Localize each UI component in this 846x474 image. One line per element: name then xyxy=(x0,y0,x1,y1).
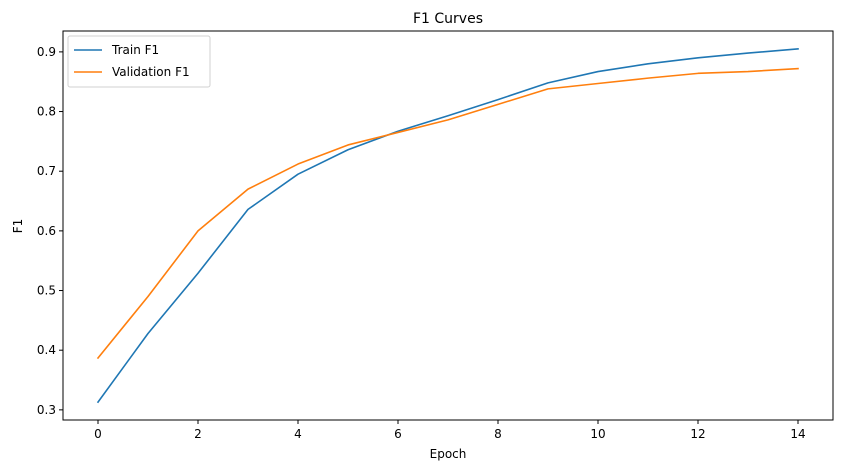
y-tick-label: 0.4 xyxy=(37,343,56,357)
plot-area xyxy=(62,30,834,421)
x-tick-label: 12 xyxy=(690,427,705,441)
series-line-train-f1 xyxy=(96,48,799,404)
y-tick-label: 0.5 xyxy=(37,284,56,298)
x-axis-label: Epoch xyxy=(430,447,467,461)
series-line-validation-f1 xyxy=(96,67,799,360)
plot-frame xyxy=(62,30,834,421)
legend-items: Train F1 Validation F1 xyxy=(74,43,190,79)
legend-label: Validation F1 xyxy=(112,65,190,79)
x-tick-label: 8 xyxy=(494,427,502,441)
legend-box xyxy=(67,35,211,88)
x-tick-label: 10 xyxy=(590,427,605,441)
y-tick-label: 0.3 xyxy=(37,403,56,417)
chart-title: F1 Curves xyxy=(413,11,483,27)
x-tick-label: 2 xyxy=(194,427,202,441)
y-axis-label: F1 xyxy=(11,219,25,234)
y-axis-ticks: 0.3 0.4 0.5 0.6 0.7 0.8 0.9 xyxy=(37,45,63,417)
y-tick-label: 0.7 xyxy=(37,164,56,178)
y-tick-label: 0.8 xyxy=(37,105,56,119)
legend: Train F1 Validation F1 xyxy=(67,35,211,88)
x-tick-label: 6 xyxy=(394,427,402,441)
x-axis-ticks: 0 2 4 6 8 10 12 14 xyxy=(94,420,806,441)
y-tick-label: 0.9 xyxy=(37,45,56,59)
x-tick-label: 0 xyxy=(94,427,102,441)
legend-label: Train F1 xyxy=(111,43,159,57)
series-layer xyxy=(96,48,799,404)
x-tick-label: 14 xyxy=(790,427,805,441)
x-tick-label: 4 xyxy=(294,427,302,441)
y-tick-label: 0.6 xyxy=(37,224,56,238)
